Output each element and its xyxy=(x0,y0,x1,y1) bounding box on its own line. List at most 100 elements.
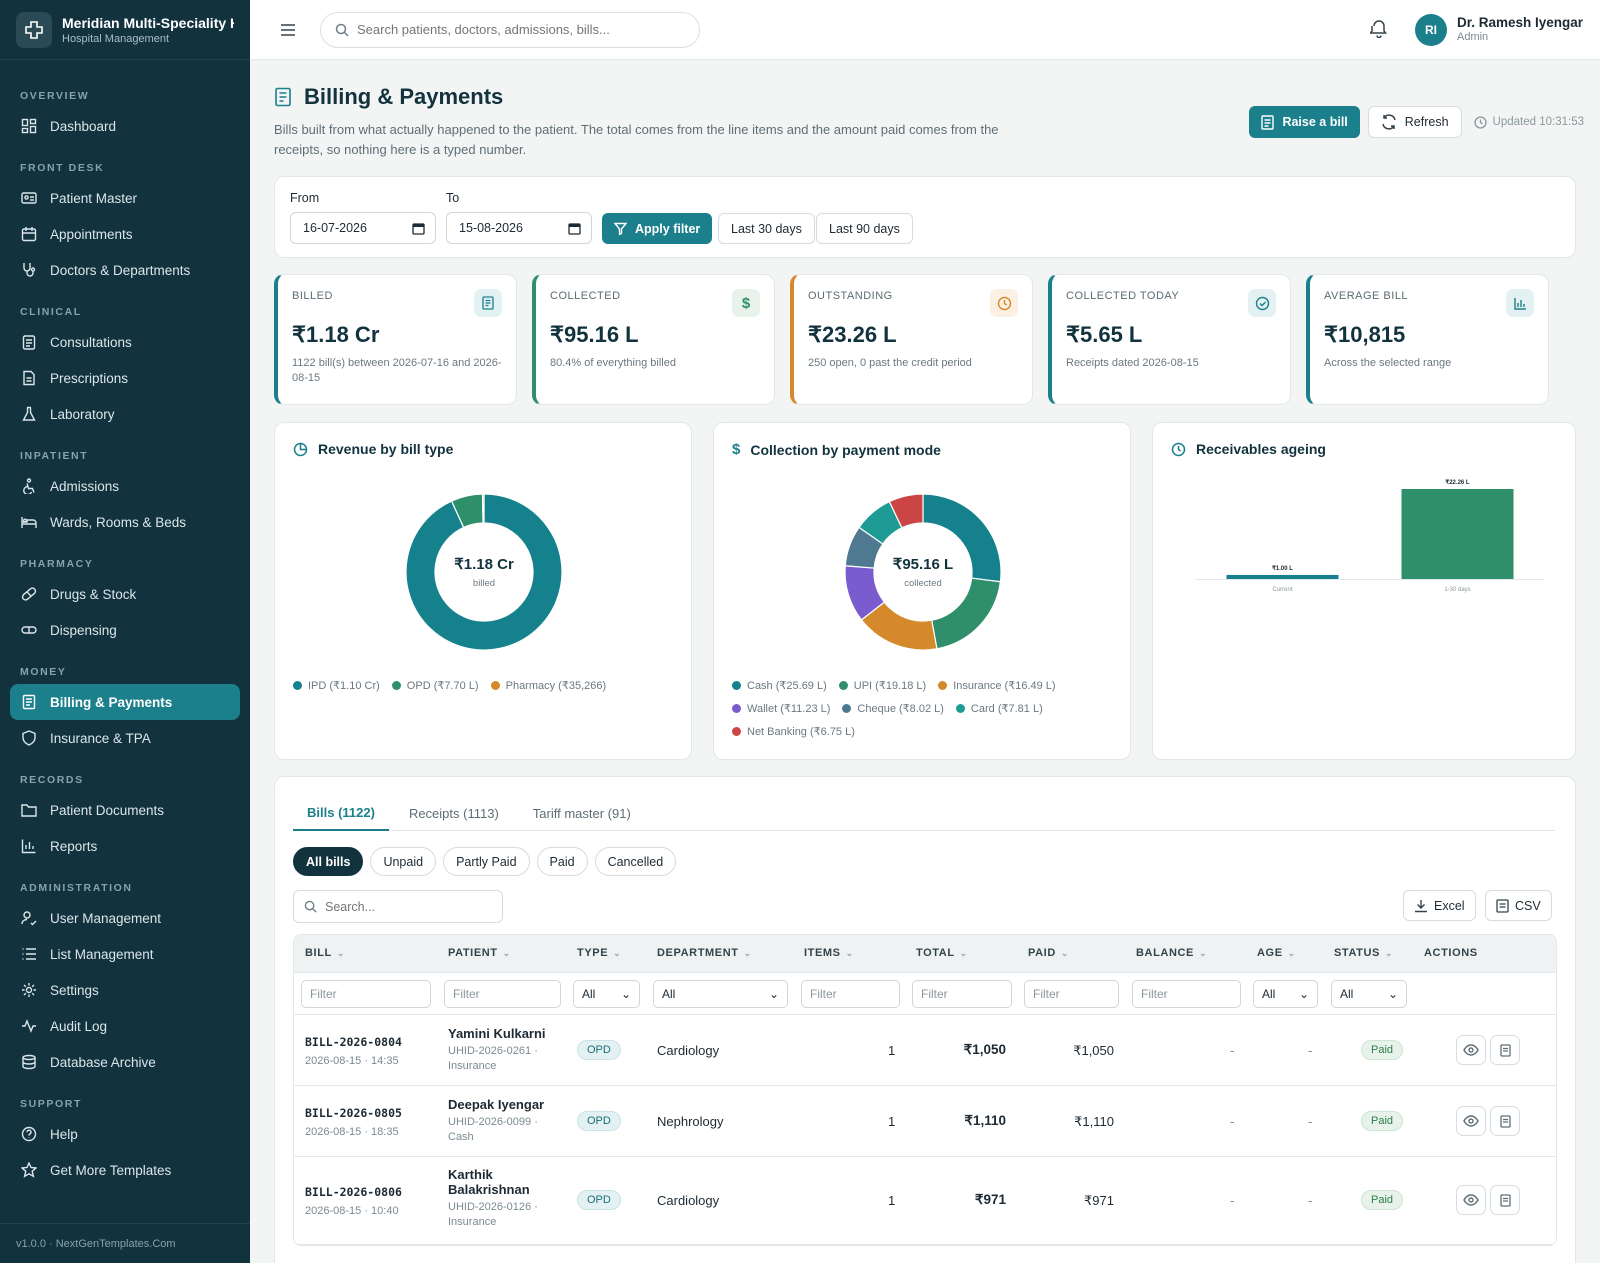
col-status[interactable]: STATUS ⌄ xyxy=(1334,947,1394,959)
sidebar-item-drugs[interactable]: Drugs & Stock xyxy=(10,576,240,612)
sidebar-item-doctors[interactable]: Doctors & Departments xyxy=(10,252,240,288)
filter-age-select[interactable]: All ⌄ xyxy=(1253,980,1318,1008)
sidebar-item-appointments[interactable]: Appointments xyxy=(10,216,240,252)
col-bill[interactable]: BILL ⌄ xyxy=(305,947,345,959)
donut-slice[interactable] xyxy=(405,493,563,651)
sidebar-item-archive[interactable]: Database Archive xyxy=(10,1044,240,1080)
col-age[interactable]: AGE ⌄ xyxy=(1257,947,1296,959)
activity-icon xyxy=(20,1017,38,1035)
sidebar-item-consultations[interactable]: Consultations xyxy=(10,324,240,360)
kpi-label: AVERAGE BILL xyxy=(1324,290,1409,302)
sidebar-item-billing[interactable]: Billing & Payments xyxy=(10,684,240,720)
donut-slice[interactable] xyxy=(481,493,485,524)
col-patient[interactable]: PATIENT ⌄ xyxy=(448,947,511,959)
table-search[interactable] xyxy=(293,890,503,923)
view-bill-button[interactable] xyxy=(1456,1106,1486,1136)
bill-number[interactable]: BILL-2026-0806 xyxy=(305,1185,402,1199)
legend-swatch xyxy=(732,681,741,690)
sidebar-item-laboratory[interactable]: Laboratory xyxy=(10,396,240,432)
sidebar-item-wards[interactable]: Wards, Rooms & Beds xyxy=(10,504,240,540)
sidebar-item-admissions[interactable]: Admissions xyxy=(10,468,240,504)
hamburger-menu-icon[interactable] xyxy=(276,18,300,42)
filter-balance-input[interactable]: Filter xyxy=(1132,980,1241,1008)
sidebar-item-dispensing[interactable]: Dispensing xyxy=(10,612,240,648)
sidebar-item-help[interactable]: Help xyxy=(10,1116,240,1152)
sidebar-item-label: Billing & Payments xyxy=(50,694,173,710)
last-90-days-button[interactable]: Last 90 days xyxy=(816,213,913,244)
last-30-days-button[interactable]: Last 30 days xyxy=(718,213,815,244)
sidebar-item-users[interactable]: User Management xyxy=(10,900,240,936)
table-search-input[interactable] xyxy=(325,899,485,914)
global-search-input[interactable] xyxy=(357,22,677,37)
print-bill-button[interactable] xyxy=(1490,1185,1520,1215)
col-items[interactable]: ITEMS ⌄ xyxy=(804,947,854,959)
sidebar-item-reports[interactable]: Reports xyxy=(10,828,240,864)
col-total[interactable]: TOTAL ⌄ xyxy=(916,947,968,959)
donut-slice[interactable] xyxy=(888,493,924,529)
export-csv-button[interactable]: CSV xyxy=(1485,890,1552,921)
pill-cancelled[interactable]: Cancelled xyxy=(594,847,677,876)
bill-number[interactable]: BILL-2026-0805 xyxy=(305,1106,402,1120)
to-date-input[interactable]: 15-08-2026 xyxy=(446,212,592,244)
filter-total-input[interactable]: Filter xyxy=(912,980,1012,1008)
legend-item: Insurance (₹16.49 L) xyxy=(938,679,1056,692)
filter-status-select[interactable]: All ⌄ xyxy=(1331,980,1407,1008)
nav-section-inpatient: INPATIENT xyxy=(20,450,89,462)
table-row[interactable]: BILL-2026-0806 2026-08-15 · 10:40 Karthik… xyxy=(294,1157,1556,1245)
sidebar-item-patient-master[interactable]: Patient Master xyxy=(10,180,240,216)
sidebar-item-templates[interactable]: Get More Templates xyxy=(10,1152,240,1188)
star-icon xyxy=(20,1161,38,1179)
legend-swatch xyxy=(490,681,500,690)
export-excel-button[interactable]: Excel xyxy=(1403,890,1476,921)
from-date-input[interactable]: 16-07-2026 xyxy=(290,212,436,244)
sidebar-item-insurance[interactable]: Insurance & TPA xyxy=(10,720,240,756)
pill-unpaid[interactable]: Unpaid xyxy=(370,847,437,876)
print-bill-button[interactable] xyxy=(1490,1106,1520,1136)
user-menu[interactable]: Dr. Ramesh Iyengar Admin xyxy=(1457,15,1583,43)
sidebar-item-lists[interactable]: List Management xyxy=(10,936,240,972)
tab-tariff-master[interactable]: Tariff master (91) xyxy=(532,805,631,821)
kpi-value: ₹23.26 L xyxy=(808,322,897,347)
avatar[interactable]: RI xyxy=(1415,14,1447,46)
bills-table-card: Bills (1122) Receipts (1113) Tariff mast… xyxy=(274,776,1576,1263)
table-row[interactable]: BILL-2026-0805 2026-08-15 · 18:35 Deepak … xyxy=(294,1086,1556,1157)
sidebar-item-label: Patient Master xyxy=(50,190,138,206)
col-type[interactable]: TYPE ⌄ xyxy=(577,947,622,959)
view-bill-button[interactable] xyxy=(1456,1035,1486,1065)
tab-bills[interactable]: Bills (1122) xyxy=(293,795,389,831)
sidebar-item-audit[interactable]: Audit Log xyxy=(10,1008,240,1044)
table-row[interactable]: BILL-2026-0804 2026-08-15 · 14:35 Yamini … xyxy=(294,1015,1556,1086)
refresh-button[interactable]: Refresh xyxy=(1367,106,1462,138)
tab-receipts[interactable]: Receipts (1113) xyxy=(408,805,499,821)
bar[interactable] xyxy=(1401,489,1514,579)
filter-bill-input[interactable]: Filter xyxy=(301,980,431,1008)
pill-partly-paid[interactable]: Partly Paid xyxy=(443,847,530,876)
donut-center-label: collected xyxy=(904,578,942,589)
raise-bill-button[interactable]: Raise a bill xyxy=(1249,106,1360,138)
pill-all-bills[interactable]: All bills xyxy=(293,847,364,876)
receivables-ageing-card: Receivables ageing ₹1.00 L Current ₹22.26 … xyxy=(1152,422,1576,760)
sidebar-item-settings[interactable]: Settings xyxy=(10,972,240,1008)
view-bill-button[interactable] xyxy=(1456,1185,1486,1215)
global-search[interactable] xyxy=(320,11,700,48)
sidebar-item-documents[interactable]: Patient Documents xyxy=(10,792,240,828)
col-paid[interactable]: PAID ⌄ xyxy=(1028,947,1070,959)
filter-type-select[interactable]: All ⌄ xyxy=(573,980,640,1008)
col-balance[interactable]: BALANCE ⌄ xyxy=(1136,947,1208,959)
brand-name: Meridian Multi-Speciality Hospital xyxy=(62,14,234,31)
filter-items-input[interactable]: Filter xyxy=(801,980,900,1008)
col-department[interactable]: DEPARTMENT ⌄ xyxy=(657,947,752,959)
bar[interactable] xyxy=(1226,574,1339,579)
apply-filter-button[interactable]: Apply filter xyxy=(602,213,713,244)
filter-patient-input[interactable]: Filter xyxy=(444,980,561,1008)
filter-department-select[interactable]: All ⌄ xyxy=(653,980,788,1008)
hospital-logo-icon xyxy=(16,11,52,48)
bill-number[interactable]: BILL-2026-0804 xyxy=(305,1035,402,1049)
print-bill-button[interactable] xyxy=(1490,1035,1520,1065)
sidebar-item-dashboard[interactable]: Dashboard xyxy=(10,108,240,144)
pill-paid[interactable]: Paid xyxy=(536,847,588,876)
bell-icon[interactable] xyxy=(1369,18,1388,41)
sidebar-item-prescriptions[interactable]: Prescriptions xyxy=(10,360,240,396)
revenue-donut-chart xyxy=(405,493,563,651)
filter-paid-input[interactable]: Filter xyxy=(1024,980,1119,1008)
